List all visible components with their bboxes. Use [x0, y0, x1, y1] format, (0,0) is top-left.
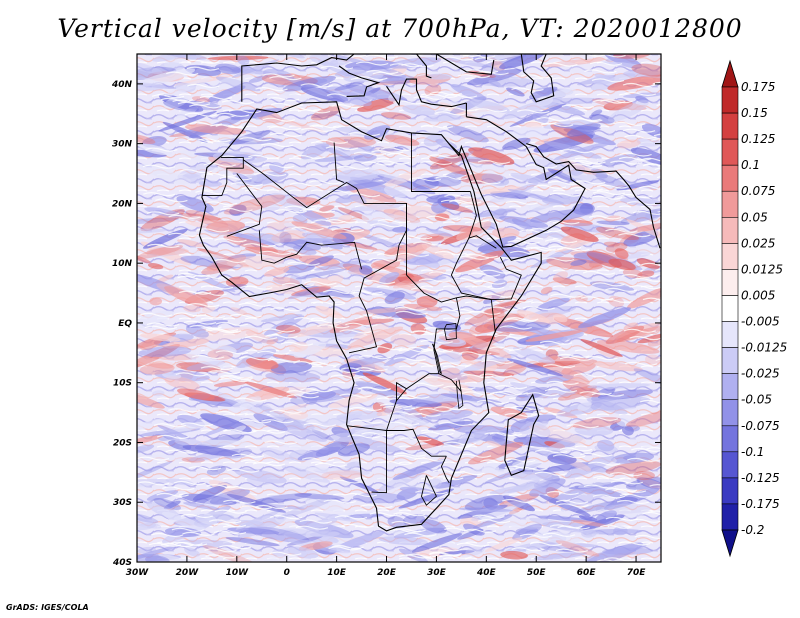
colorbar-label: 0.05 [741, 210, 768, 224]
lat-tick-label: 20S [113, 438, 132, 448]
colorbar-label: 0.0125 [741, 262, 783, 276]
lat-tick-label: 10N [112, 259, 133, 269]
colorbar-swatch [721, 425, 739, 453]
lon-tick-label: 60E [577, 568, 597, 578]
colorbar-label: 0.15 [741, 106, 768, 120]
colorbar-label: -0.125 [741, 471, 780, 485]
colorbar-label: -0.075 [741, 419, 780, 433]
colorbar-bottom-arrow [721, 529, 739, 558]
coastlines-and-borders [198, 54, 661, 532]
lon-tick-label: 70E [627, 568, 647, 578]
map-title: Vertical velocity [m/s] at 700hPa, VT: 2… [57, 14, 743, 43]
colorbar-swatch [721, 190, 739, 218]
colorbar-swatch [721, 243, 739, 270]
lat-tick-label: EQ [118, 319, 132, 329]
colorbar-swatch [721, 217, 739, 244]
colorbar-label: -0.2 [741, 523, 764, 537]
colorbar-swatch [721, 477, 739, 505]
lat-tick-label: 30N [112, 140, 133, 150]
lon-tick-label: 30W [126, 568, 150, 578]
lat-tick-label: 20N [112, 199, 133, 209]
lat-tick-label: 40N [111, 80, 133, 90]
colorbar-label: 0.025 [741, 236, 775, 250]
colorbar-top-arrow [721, 59, 739, 88]
lon-tick-label: 20W [176, 568, 200, 578]
lon-tick-label: 0 [284, 568, 290, 578]
colorbar-swatch [721, 269, 739, 296]
lon-tick-label: 40E [476, 568, 497, 578]
colorbar-label: -0.05 [741, 393, 772, 407]
colorbar-swatch [721, 164, 739, 192]
colorbar-swatch [721, 373, 739, 401]
lat-tick-label: 40S [112, 558, 132, 568]
colorbar-label: 0.175 [741, 80, 775, 94]
lat-tick-label: 10S [113, 379, 132, 389]
colorbar-label: 0.1 [741, 158, 760, 172]
colorbar-swatch [721, 399, 739, 427]
lat-tick-label: 30S [113, 498, 132, 508]
colorbar-swatch [721, 503, 739, 531]
lon-tick-label: 30E [427, 568, 447, 578]
colorbar-swatch [721, 347, 739, 375]
colorbar-swatch [721, 321, 739, 348]
lon-tick-label: 20E [377, 568, 397, 578]
colorbar-label: -0.005 [741, 315, 780, 329]
lon-tick-label: 10W [226, 568, 250, 578]
lon-tick-label: 10E [327, 568, 347, 578]
lon-tick-label: 50E [527, 568, 547, 578]
colorbar-label: 0.075 [741, 184, 775, 198]
colorbar-swatch [721, 86, 739, 114]
colorbar-label: -0.175 [741, 497, 780, 511]
colorbar-label: -0.1 [741, 445, 764, 459]
colorbar-swatch [721, 451, 739, 479]
colorbar-label: 0.005 [741, 289, 775, 303]
colorbar-swatch [721, 295, 739, 322]
colorbar-label: -0.025 [741, 367, 780, 381]
colorbar-label: 0.125 [741, 132, 775, 146]
colorbar-swatch [721, 138, 739, 166]
colorbar-swatch [721, 112, 739, 140]
colorbar-label: -0.0125 [741, 341, 787, 355]
plot-frame [136, 53, 662, 563]
grads-credit: GrADS: IGES/COLA [6, 603, 89, 612]
